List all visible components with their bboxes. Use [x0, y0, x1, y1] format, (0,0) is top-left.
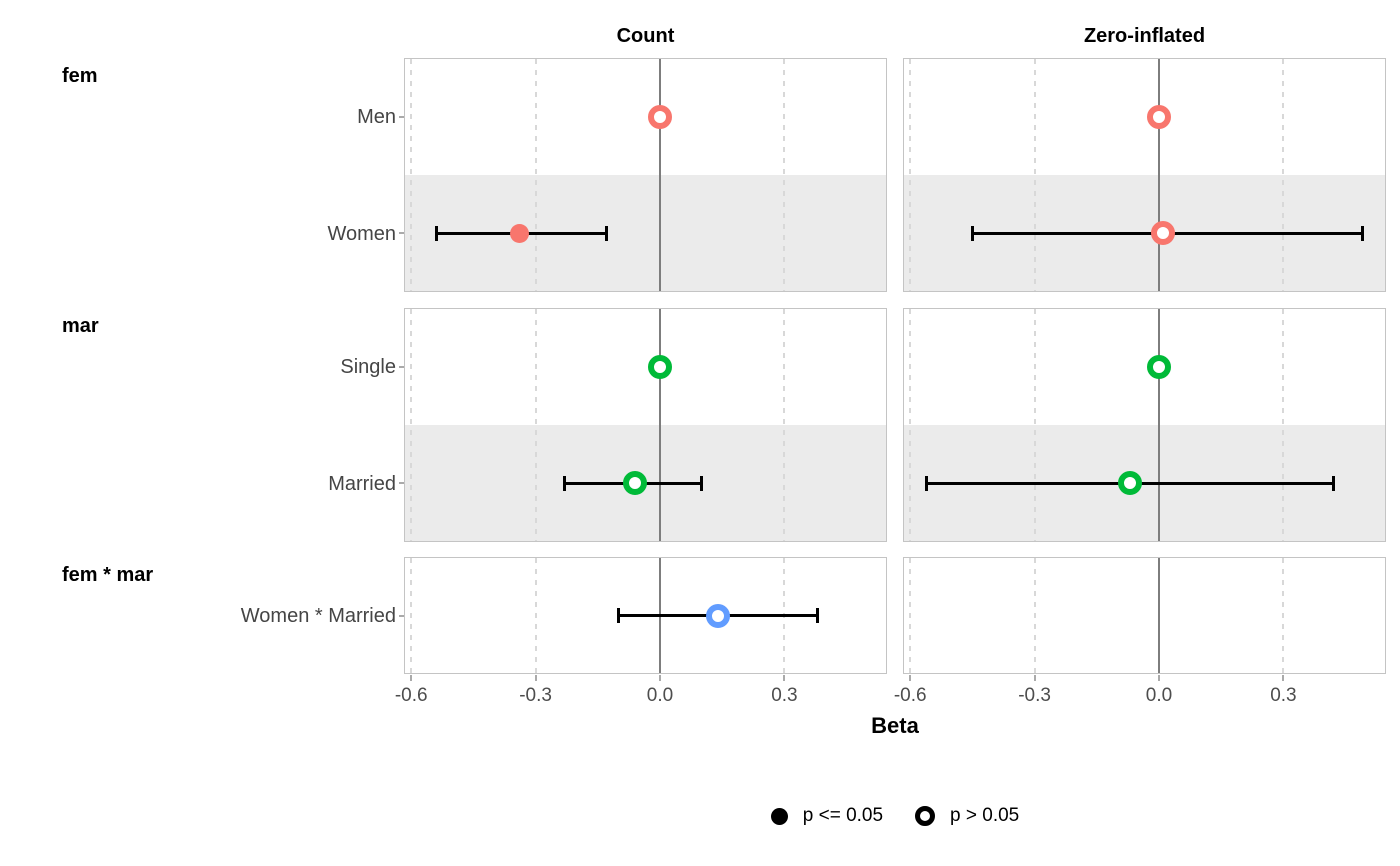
point-marker [648, 355, 672, 379]
y-axis-tick [399, 232, 404, 234]
legend-item-significant: p <= 0.05 [770, 805, 884, 827]
panel-fem-zero-inflated [903, 58, 1386, 292]
y-axis-tick [399, 366, 404, 368]
gridline-dashed [909, 309, 912, 541]
x-axis-title: Beta [871, 713, 919, 738]
error-bar-cap [925, 475, 929, 491]
panel-mar-zero-inflated [903, 308, 1386, 542]
gridline-dashed [1282, 558, 1285, 673]
point-marker [1117, 471, 1142, 495]
panel-mar-count [399, 308, 887, 542]
x-tick-label: -0.3 [519, 685, 552, 706]
point-marker [1151, 221, 1176, 245]
point-marker [648, 105, 672, 129]
x-tick-label: -0.6 [394, 685, 428, 706]
x-axis-tick [909, 675, 912, 681]
point-marker [706, 603, 731, 628]
zero-reference-line [1158, 558, 1160, 673]
x-axis-tick [1282, 675, 1285, 681]
group-label-mar: mar [62, 315, 99, 337]
error-bar-cap [617, 608, 621, 623]
y-axis-tick [399, 614, 404, 617]
row-label-women-married: Women * Married [240, 605, 396, 627]
zero-reference-line [1158, 309, 1160, 541]
error-bar-cap [699, 475, 703, 491]
x-axis-tick [1033, 675, 1036, 681]
zero-reference-line [1158, 59, 1160, 291]
gridline-dashed [909, 558, 912, 673]
gridline-dashed [410, 558, 413, 673]
gridline-dashed [534, 558, 537, 673]
gridline-dashed [534, 309, 537, 541]
zero-reference-line [659, 309, 661, 541]
x-axis-tick [410, 675, 413, 681]
row-label-men: Men [357, 106, 396, 128]
gridline-dashed [1033, 309, 1036, 541]
error-bar-cap [1331, 475, 1335, 491]
point-marker [623, 471, 648, 495]
gridline-dashed [909, 59, 912, 291]
open-dot-icon [915, 806, 936, 826]
panel-fem-mar-count: -0.6 -0.3 0.0 0.3 [395, 557, 887, 706]
gridline-dashed [1033, 59, 1036, 291]
facet-title-count: Count [616, 25, 675, 47]
point-marker [1147, 105, 1171, 129]
facet-title-zero-inflated: Zero-inflated [1083, 25, 1206, 47]
point-marker [509, 223, 529, 243]
error-bar-cap [434, 225, 438, 241]
gridline-dashed [534, 59, 537, 291]
group-label-fem: fem [62, 65, 98, 87]
row-label-single: Single [340, 356, 396, 378]
panel-fem-mar-zero-inflated: -0.6 -0.3 0.0 0.3 [894, 557, 1386, 706]
gridline-dashed [1282, 59, 1285, 291]
x-tick-label: -0.6 [893, 685, 927, 706]
error-bar-cap [1360, 225, 1364, 241]
gridline-dashed [410, 309, 413, 541]
panel-fem-count [399, 58, 887, 292]
gridline-dashed [783, 59, 786, 291]
x-tick-label: 0.3 [1270, 685, 1297, 706]
row-label-women: Women [327, 223, 396, 245]
filled-dot-icon [770, 807, 788, 825]
legend-item-nonsignificant: p > 0.05 [915, 805, 1019, 827]
significance-legend: p <= 0.05 p > 0.05 [404, 798, 1386, 834]
group-label-fem-mar: fem * mar [62, 564, 154, 586]
x-tick-label: -0.3 [1018, 685, 1051, 706]
x-axis-tick [783, 675, 786, 681]
x-tick-label: 0.0 [646, 685, 674, 706]
y-axis-tick [399, 482, 404, 484]
error-bar-cap [563, 475, 567, 491]
y-axis-tick [399, 116, 404, 118]
legend-label: p > 0.05 [950, 805, 1020, 826]
legend-label: p <= 0.05 [802, 805, 884, 826]
error-bar-cap [816, 608, 820, 623]
error-bar-cap [970, 225, 974, 241]
x-axis-tick [1158, 675, 1160, 681]
x-tick-label: 0.3 [771, 685, 798, 706]
gridline-dashed [1033, 558, 1036, 673]
error-bar-cap [604, 225, 608, 241]
gridline-dashed [410, 59, 413, 291]
x-axis-tick [659, 675, 661, 681]
zero-reference-line [659, 59, 661, 291]
x-tick-label: 0.0 [1145, 685, 1173, 706]
gridline-dashed [783, 309, 786, 541]
x-axis-tick [534, 675, 537, 681]
row-label-married: Married [328, 473, 396, 495]
gridline-dashed [1282, 309, 1285, 541]
point-marker [1147, 355, 1171, 379]
